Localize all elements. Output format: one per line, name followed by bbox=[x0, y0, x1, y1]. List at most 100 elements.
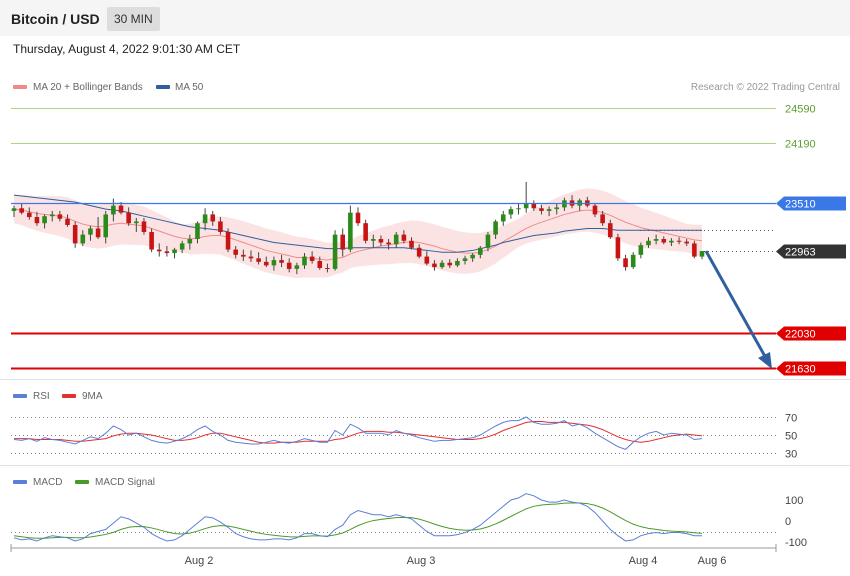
candle-body bbox=[95, 228, 101, 238]
x-axis: Aug 2 Aug 3 Aug 4 Aug 6 bbox=[10, 544, 777, 567]
candle-body bbox=[57, 214, 63, 219]
candle-body bbox=[34, 217, 40, 224]
candle-body bbox=[393, 234, 399, 245]
candle-body bbox=[370, 239, 376, 241]
candle-body bbox=[607, 223, 613, 238]
candle-body bbox=[554, 207, 560, 210]
candle-body bbox=[241, 254, 246, 257]
candle-body bbox=[42, 216, 47, 224]
support-level-tag bbox=[776, 326, 846, 341]
candle-body bbox=[699, 251, 705, 257]
macd-signal-line bbox=[13, 502, 703, 539]
candle-body bbox=[355, 212, 361, 224]
macd-plot: 100 0 -100 bbox=[11, 493, 807, 549]
candle-body bbox=[592, 205, 598, 215]
candle-body bbox=[11, 208, 17, 211]
candle-body bbox=[508, 209, 514, 215]
last-price-label: 22963 bbox=[785, 247, 816, 259]
candle-body bbox=[386, 242, 391, 245]
candle-body bbox=[195, 223, 200, 240]
candle-body bbox=[164, 251, 170, 254]
forecast-arrow-head bbox=[758, 352, 772, 369]
support-level-label: 22030 bbox=[785, 329, 816, 341]
rsi-tick-label: 30 bbox=[785, 449, 797, 461]
candle-body bbox=[409, 240, 414, 248]
candle-body bbox=[615, 237, 621, 259]
candle-body bbox=[279, 260, 284, 263]
support-level-label: 21630 bbox=[785, 364, 816, 376]
candle-body bbox=[118, 205, 124, 213]
candle-body bbox=[523, 203, 529, 209]
copyright: Research © 2022 Trading Central bbox=[691, 82, 840, 93]
rsi-legend: RSI 9MA bbox=[13, 391, 103, 402]
candle-body bbox=[363, 223, 368, 241]
rsi-tick-label: 70 bbox=[785, 413, 797, 425]
candle-body bbox=[669, 240, 674, 243]
macd-legend: MACD MACD Signal bbox=[13, 477, 155, 488]
candle-body bbox=[623, 258, 628, 268]
candle-body bbox=[271, 260, 277, 266]
candle-body bbox=[516, 208, 521, 210]
candle-body bbox=[676, 240, 682, 242]
pivot-level-tag bbox=[776, 196, 846, 211]
candle-body bbox=[661, 239, 667, 243]
candle-body bbox=[325, 268, 330, 269]
candle-body bbox=[294, 265, 300, 269]
candle-body bbox=[256, 258, 261, 262]
legend-macd-label: MACD bbox=[33, 477, 62, 488]
rsi-tick-label: 50 bbox=[785, 431, 797, 443]
candle-body bbox=[378, 239, 384, 243]
page-title: Bitcoin / USD bbox=[11, 11, 100, 27]
price-plot bbox=[11, 181, 705, 279]
candle-body bbox=[653, 239, 659, 241]
legend-swatch-rsi bbox=[13, 394, 27, 398]
candle-body bbox=[485, 234, 491, 248]
candle-body bbox=[286, 262, 292, 269]
candle-body bbox=[172, 249, 177, 254]
candle-body bbox=[88, 228, 93, 235]
candle-body bbox=[539, 208, 544, 211]
target-level-label: 24590 bbox=[785, 104, 816, 116]
candle-body bbox=[493, 221, 498, 235]
candle-body bbox=[72, 224, 78, 244]
candle-body bbox=[447, 262, 453, 266]
x-tick-label: Aug 2 bbox=[185, 555, 214, 567]
macd-line bbox=[13, 493, 702, 542]
candle-body bbox=[302, 256, 307, 266]
candle-body bbox=[309, 256, 315, 261]
legend-swatch-rsi-ma bbox=[62, 394, 76, 398]
candle-body bbox=[531, 203, 537, 209]
candle-body bbox=[263, 261, 269, 266]
legend-rsi-ma-label: 9MA bbox=[82, 391, 103, 402]
candle-body bbox=[126, 212, 131, 224]
legend-rsi-label: RSI bbox=[33, 391, 50, 402]
candle-body bbox=[478, 247, 483, 255]
candle-body bbox=[248, 256, 254, 259]
legend-swatch-ma50 bbox=[156, 85, 170, 89]
candle-body bbox=[546, 209, 552, 211]
candle-body bbox=[26, 212, 32, 218]
candle-body bbox=[348, 212, 353, 250]
candle-body bbox=[332, 234, 338, 269]
candle-body bbox=[470, 254, 475, 259]
legend-ma50-label: MA 50 bbox=[175, 82, 204, 93]
candle-body bbox=[225, 231, 231, 250]
candle-body bbox=[179, 243, 185, 250]
legend-ma20-label: MA 20 + Bollinger Bands bbox=[33, 82, 143, 93]
candle-body bbox=[210, 214, 216, 222]
x-tick-label: Aug 3 bbox=[407, 555, 436, 567]
candle-body bbox=[439, 262, 445, 268]
candle-body bbox=[340, 234, 346, 250]
candle-body bbox=[19, 208, 24, 213]
macd-tick-label: 0 bbox=[785, 516, 791, 528]
timestamp: Thursday, August 4, 2022 9:01:30 AM CET bbox=[13, 42, 241, 56]
candle-body bbox=[424, 256, 430, 264]
candle-body bbox=[432, 263, 437, 268]
candle-body bbox=[416, 247, 422, 257]
candle-body bbox=[156, 249, 162, 252]
candle-body bbox=[149, 231, 154, 250]
legend-swatch-ma20 bbox=[13, 85, 27, 89]
price-levels: 24590 24190 23510 22963 22030 21630 bbox=[11, 104, 846, 376]
timeframe-badge[interactable]: 30 MIN bbox=[107, 7, 160, 31]
